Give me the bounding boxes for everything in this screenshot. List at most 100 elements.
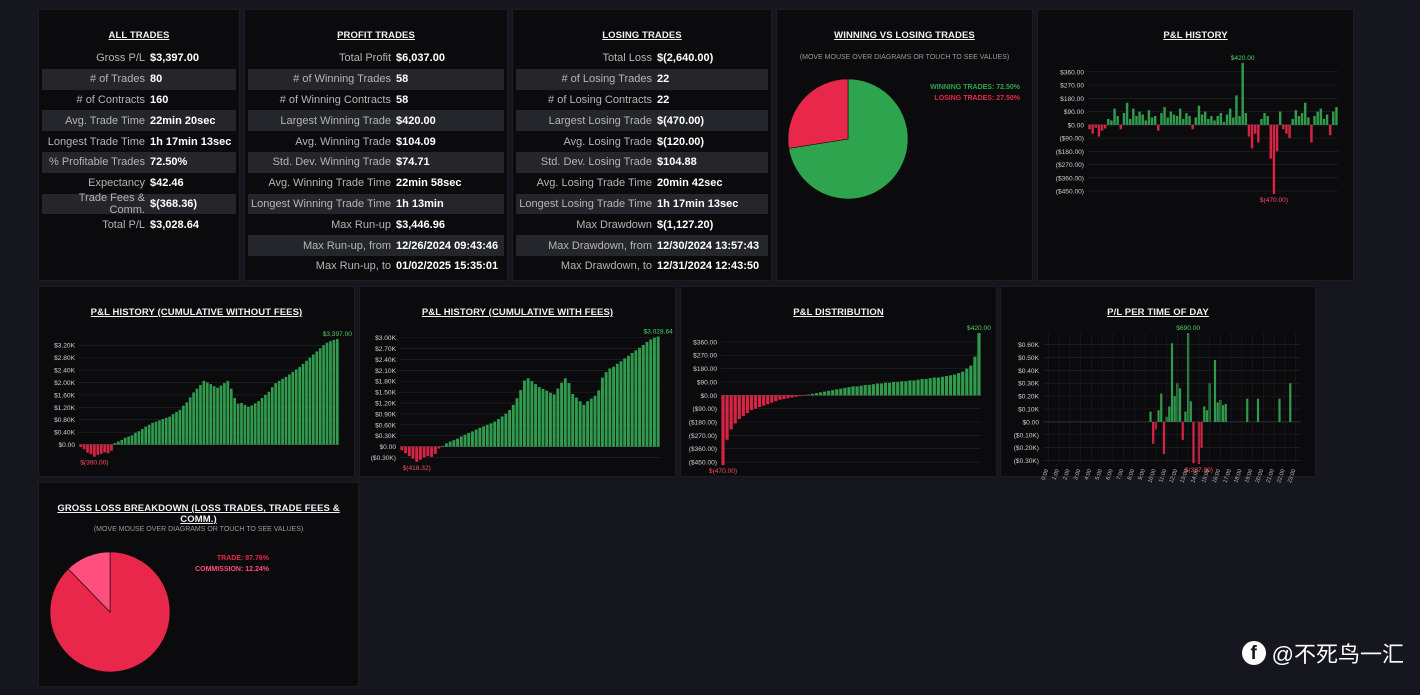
- bar: [782, 395, 786, 399]
- y-tick-label: $1.80K: [375, 379, 397, 386]
- max-value-label: $420.00: [967, 325, 991, 332]
- bar: [1119, 124, 1123, 130]
- losing-trades-rows: Total Loss $(2,640.00) # of Losing Trades 2…: [516, 48, 768, 277]
- y-tick-label: $1.20K: [54, 405, 76, 412]
- stat-value: 22: [657, 73, 670, 86]
- bar: [1163, 107, 1166, 125]
- win-loss-title: WINNING VS LOSING TRADES: [834, 30, 975, 41]
- bar: [185, 402, 189, 445]
- bar: [892, 381, 896, 396]
- bar: [298, 366, 301, 445]
- bar: [86, 444, 89, 453]
- bar: [623, 358, 627, 447]
- y-tick-label: $3.20K: [54, 343, 76, 350]
- bar: [940, 376, 944, 396]
- bar: [814, 393, 819, 396]
- stat-row: Std. Dev. Winning Trade $74.71: [248, 151, 504, 173]
- pl-history-chart[interactable]: $360.00 $270.00 $180.00 $90.00 $0.00 ($90.00)…: [1038, 50, 1338, 250]
- bar: [1200, 114, 1204, 125]
- stat-value: 72.50%: [150, 156, 188, 169]
- bar: [195, 388, 199, 445]
- y-tick-label: $0.30K: [375, 433, 397, 440]
- bar: [1157, 410, 1160, 422]
- distribution-chart[interactable]: $360.00 $270.00 $180.00 $90.00 $0.00 ($90.00)…: [681, 317, 991, 477]
- y-tick-label: $0.10K: [1018, 406, 1040, 413]
- bar: [965, 368, 969, 396]
- stat-row: # of Winning Contracts 58: [248, 90, 504, 111]
- distribution-panel: P&L DISTRIBUTION $360.00 $270.00 $180.00 $9…: [680, 286, 997, 477]
- bar: [1310, 124, 1313, 143]
- bar: [82, 444, 86, 450]
- gross-loss-pie[interactable]: [49, 549, 179, 679]
- bar: [936, 377, 940, 396]
- bar: [205, 382, 209, 445]
- bar: [504, 413, 508, 447]
- stat-value: $(1,127.20): [657, 218, 714, 231]
- x-tick-label: 9:00: [1138, 469, 1147, 481]
- pie-slice-commission: [67, 551, 111, 613]
- bar: [1169, 111, 1173, 125]
- bar: [798, 395, 802, 397]
- bar: [725, 395, 729, 440]
- stat-value: 22min 58sec: [396, 177, 462, 190]
- bar: [441, 445, 445, 447]
- facebook-icon: f: [1241, 641, 1266, 665]
- bar: [806, 394, 810, 396]
- stat-label: Max Drawdown, from: [548, 239, 652, 252]
- profit-trades-rows: Total Profit $6,037.00 # of Winning Trades…: [248, 48, 504, 277]
- bar: [600, 377, 604, 447]
- x-tick-label: 14:00: [1190, 469, 1200, 484]
- y-tick-label: $90.00: [697, 379, 718, 386]
- bar: [1181, 421, 1184, 440]
- bar: [827, 390, 831, 396]
- bar: [786, 395, 790, 399]
- y-tick-label: $180.00: [693, 366, 717, 373]
- bar: [574, 397, 578, 447]
- bar: [1289, 383, 1292, 422]
- y-tick-label: $2.10K: [375, 368, 397, 375]
- bar: [879, 383, 884, 396]
- bar: [1325, 114, 1329, 125]
- stat-label: Expectancy: [88, 177, 145, 190]
- bar: [467, 432, 471, 447]
- cum-no-fees-chart[interactable]: $3.20K $2.80K $2.40K $2.00K $1.60K $1.20K $0.8…: [39, 317, 352, 477]
- bar: [741, 395, 745, 417]
- bar: [593, 395, 597, 447]
- bar: [794, 395, 798, 397]
- bar: [721, 395, 725, 465]
- bar: [1303, 102, 1307, 125]
- cum-fees-panel: P&L HISTORY (CUMULATIVE WITH FEES) $3.00…: [359, 286, 676, 477]
- bar: [818, 392, 823, 396]
- legend-trade: TRADE: 87.76%: [216, 555, 269, 562]
- bar: [1203, 406, 1206, 422]
- bar: [253, 403, 257, 445]
- bar: [541, 388, 545, 447]
- bar: [474, 429, 478, 447]
- bar: [766, 395, 770, 405]
- y-tick-label: $0.60K: [375, 422, 397, 429]
- y-tick-label: $360.00: [1060, 69, 1084, 76]
- bar: [888, 382, 892, 396]
- y-tick-label: $0.00: [379, 444, 396, 451]
- pl-history-panel: P&L HISTORY $360.00 $270.00 $180.00 $90.00 $…: [1037, 9, 1354, 281]
- bar: [534, 384, 538, 447]
- bar: [168, 416, 171, 445]
- time-of-day-chart[interactable]: $0.60K $0.50K $0.40K $0.30K $0.20K $0.10K $0.0…: [1001, 317, 1311, 484]
- bar: [470, 431, 474, 447]
- bar: [164, 417, 168, 445]
- bar: [247, 406, 250, 445]
- bar: [243, 404, 247, 445]
- stat-row: # of Losing Contracts 22: [516, 90, 768, 111]
- stat-row: Gross P/L $3,397.00: [42, 48, 236, 69]
- stat-label: Max Drawdown: [576, 218, 652, 231]
- stat-value: $(368.36): [150, 197, 198, 210]
- bar: [737, 395, 741, 420]
- y-tick-label: $270.00: [1060, 83, 1084, 90]
- stat-label: Longest Winning Trade Time: [250, 197, 391, 210]
- x-tick-label: 12:00: [1169, 469, 1179, 484]
- stat-row: Longest Trade Time 1h 17min 13sec: [42, 131, 236, 152]
- cum-fees-chart[interactable]: $3.00K $2.70K $2.40K $2.10K $1.80K $1.50K $1.2…: [360, 317, 673, 477]
- x-tick-label: 4:00: [1084, 469, 1093, 481]
- time-of-day-panel: P/L PER TIME OF DAY $0.60K $0.50K $0.40K $0…: [1000, 286, 1316, 484]
- win-loss-pie[interactable]: [785, 76, 915, 206]
